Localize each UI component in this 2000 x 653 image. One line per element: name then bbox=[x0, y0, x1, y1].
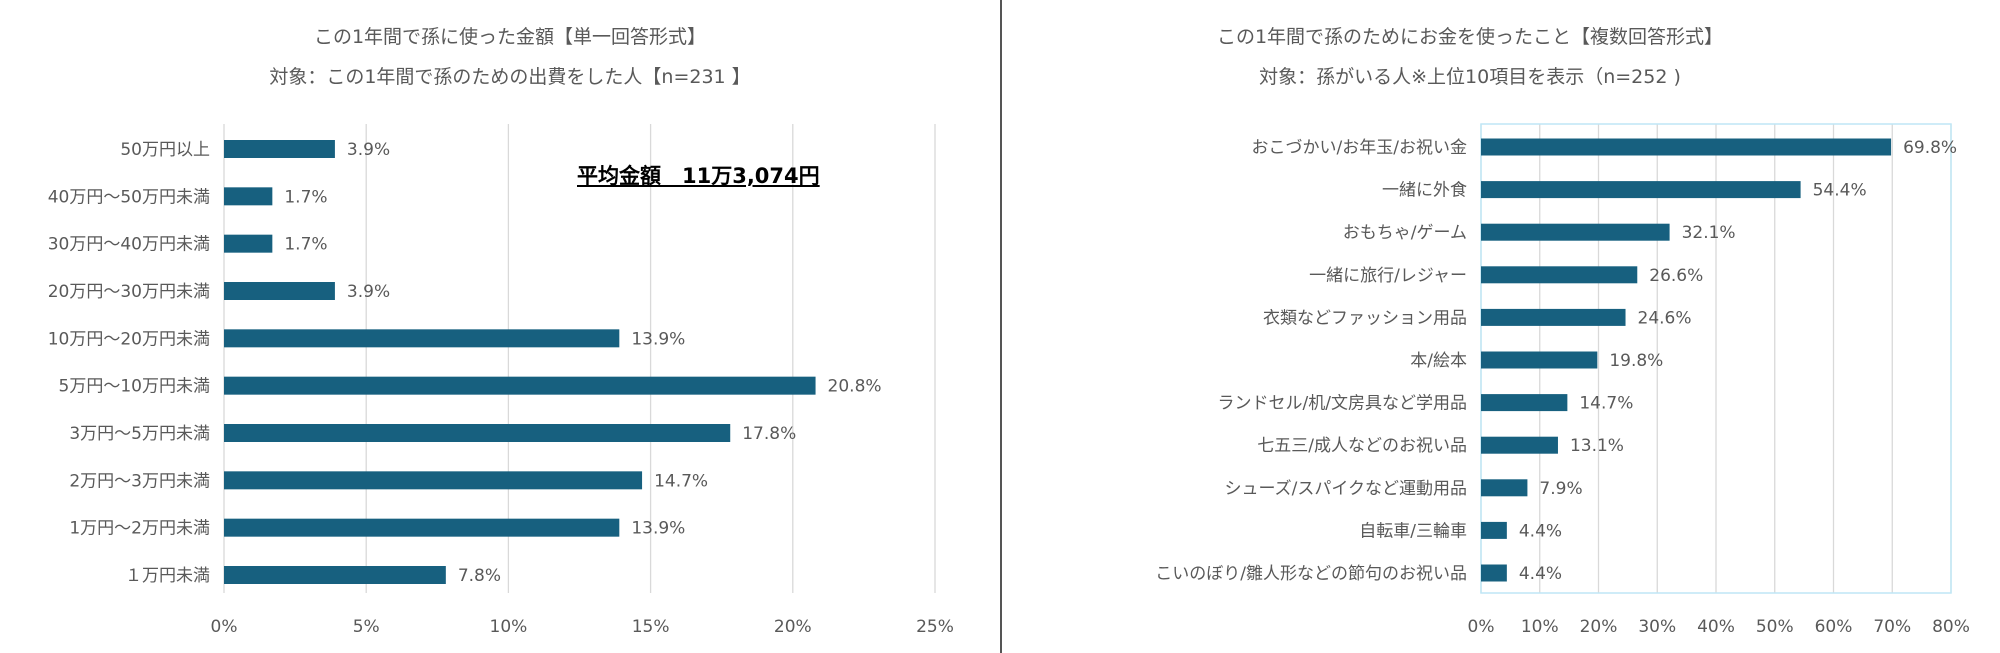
right-category-label: 自転車/三輪車 bbox=[1359, 521, 1467, 541]
right-category-label: おこづかい/お年玉/お祝い金 bbox=[1252, 138, 1467, 158]
right-x-tick-label: 50% bbox=[1756, 617, 1794, 637]
right-category-label: 七五三/成人などのお祝い品 bbox=[1257, 436, 1467, 456]
right-x-tick-label: 0% bbox=[1468, 617, 1495, 637]
right-x-tick-label: 80% bbox=[1932, 617, 1970, 637]
right-chart-subtitle: 対象：孫がいる人※上位10項目を表示（n=252 ) bbox=[1259, 66, 1681, 88]
left-category-label: １万円未満 bbox=[125, 566, 210, 586]
left-chart-title: この1年間で孫に使った金額【単一回答形式】 bbox=[313, 26, 707, 48]
left-x-tick-label: 25% bbox=[916, 617, 954, 637]
right-data-label: 24.6% bbox=[1638, 308, 1692, 328]
left-x-tick-label: 0% bbox=[211, 617, 238, 637]
right-data-label: 4.4% bbox=[1519, 564, 1562, 584]
right-bar bbox=[1481, 564, 1507, 582]
left-category-label: 5万円～10万円未満 bbox=[59, 377, 210, 397]
right-category-label: 衣類などファッション用品 bbox=[1263, 308, 1467, 328]
right-x-tick-label: 70% bbox=[1873, 617, 1911, 637]
left-bar bbox=[224, 424, 731, 442]
left-bar bbox=[224, 566, 446, 584]
right-category-label: おもちゃ/ゲーム bbox=[1343, 223, 1467, 243]
left-data-label: 1.7% bbox=[284, 235, 327, 255]
right-category-label: こいのぼり/雛人形などの節句のお祝い品 bbox=[1155, 564, 1467, 584]
right-data-label: 14.7% bbox=[1579, 394, 1633, 414]
left-bar bbox=[224, 376, 816, 395]
left-bar bbox=[224, 187, 273, 206]
left-x-tick-label: 15% bbox=[632, 617, 670, 637]
left-data-label: 17.8% bbox=[742, 424, 796, 444]
right-bar bbox=[1481, 138, 1892, 156]
right-category-label: 本/絵本 bbox=[1410, 351, 1467, 371]
left-category-label: 10万円～20万円未満 bbox=[48, 329, 210, 349]
right-bar bbox=[1481, 436, 1558, 454]
left-bar bbox=[224, 471, 643, 490]
right-bar bbox=[1481, 479, 1528, 497]
left-bar bbox=[224, 234, 273, 253]
right-category-label: 一緒に外食 bbox=[1382, 181, 1467, 201]
left-category-label: 2万円～3万円未満 bbox=[69, 471, 210, 491]
panel-divider bbox=[1000, 0, 1002, 653]
left-x-tick-label: 10% bbox=[490, 617, 528, 637]
right-bar bbox=[1481, 266, 1638, 284]
right-category-label: 一緒に旅行/レジャー bbox=[1309, 266, 1467, 286]
left-category-label: 3万円～5万円未満 bbox=[69, 424, 210, 444]
left-data-label: 20.8% bbox=[828, 377, 882, 397]
left-category-label: 40万円～50万円未満 bbox=[48, 187, 210, 207]
left-data-label: 3.9% bbox=[347, 140, 390, 160]
right-category-label: シューズ/スパイクなど運動用品 bbox=[1224, 479, 1467, 499]
left-data-label: 14.7% bbox=[654, 471, 708, 491]
left-x-tick-label: 20% bbox=[774, 617, 812, 637]
right-x-tick-label: 40% bbox=[1697, 617, 1735, 637]
right-data-label: 7.9% bbox=[1539, 479, 1582, 499]
left-chart-subtitle: 対象：この1年間で孫のための出費をした人【n=231 】 bbox=[269, 66, 751, 88]
right-data-label: 26.6% bbox=[1649, 266, 1703, 286]
left-data-label: 13.9% bbox=[631, 519, 685, 539]
right-x-tick-label: 60% bbox=[1815, 617, 1853, 637]
right-data-label: 4.4% bbox=[1519, 521, 1562, 541]
average-amount-annotation: 平均金額 11万3,074円 bbox=[577, 164, 820, 188]
right-chart-title: この1年間で孫のためにお金を使ったこと【複数回答形式】 bbox=[1216, 26, 1724, 48]
right-x-tick-label: 20% bbox=[1580, 617, 1618, 637]
left-bar bbox=[224, 282, 335, 300]
right-category-label: ランドセル/机/文房具など学用品 bbox=[1218, 394, 1467, 414]
right-data-label: 32.1% bbox=[1682, 223, 1736, 243]
right-bar bbox=[1481, 394, 1568, 412]
right-data-label: 19.8% bbox=[1609, 351, 1663, 371]
right-bar bbox=[1481, 308, 1626, 326]
left-bar bbox=[224, 518, 620, 537]
left-category-label: 20万円～30万円未満 bbox=[48, 282, 210, 302]
left-x-tick-label: 5% bbox=[353, 617, 380, 637]
right-bar bbox=[1481, 351, 1598, 369]
left-category-label: 1万円～2万円未満 bbox=[69, 519, 210, 539]
left-data-label: 13.9% bbox=[631, 329, 685, 349]
right-data-label: 13.1% bbox=[1570, 436, 1624, 456]
left-bar bbox=[224, 140, 335, 158]
left-data-label: 1.7% bbox=[284, 187, 327, 207]
left-data-label: 3.9% bbox=[347, 282, 390, 302]
right-bar bbox=[1481, 181, 1801, 199]
left-data-label: 7.8% bbox=[458, 566, 501, 586]
right-data-label: 69.8% bbox=[1903, 138, 1957, 158]
right-data-label: 54.4% bbox=[1813, 181, 1867, 201]
left-category-label: 30万円～40万円未満 bbox=[48, 235, 210, 255]
right-x-tick-label: 30% bbox=[1638, 617, 1676, 637]
right-x-tick-label: 10% bbox=[1521, 617, 1559, 637]
left-category-label: 50万円以上 bbox=[120, 140, 210, 160]
right-bar bbox=[1481, 521, 1507, 539]
left-bar bbox=[224, 329, 620, 348]
right-bar bbox=[1481, 223, 1670, 241]
